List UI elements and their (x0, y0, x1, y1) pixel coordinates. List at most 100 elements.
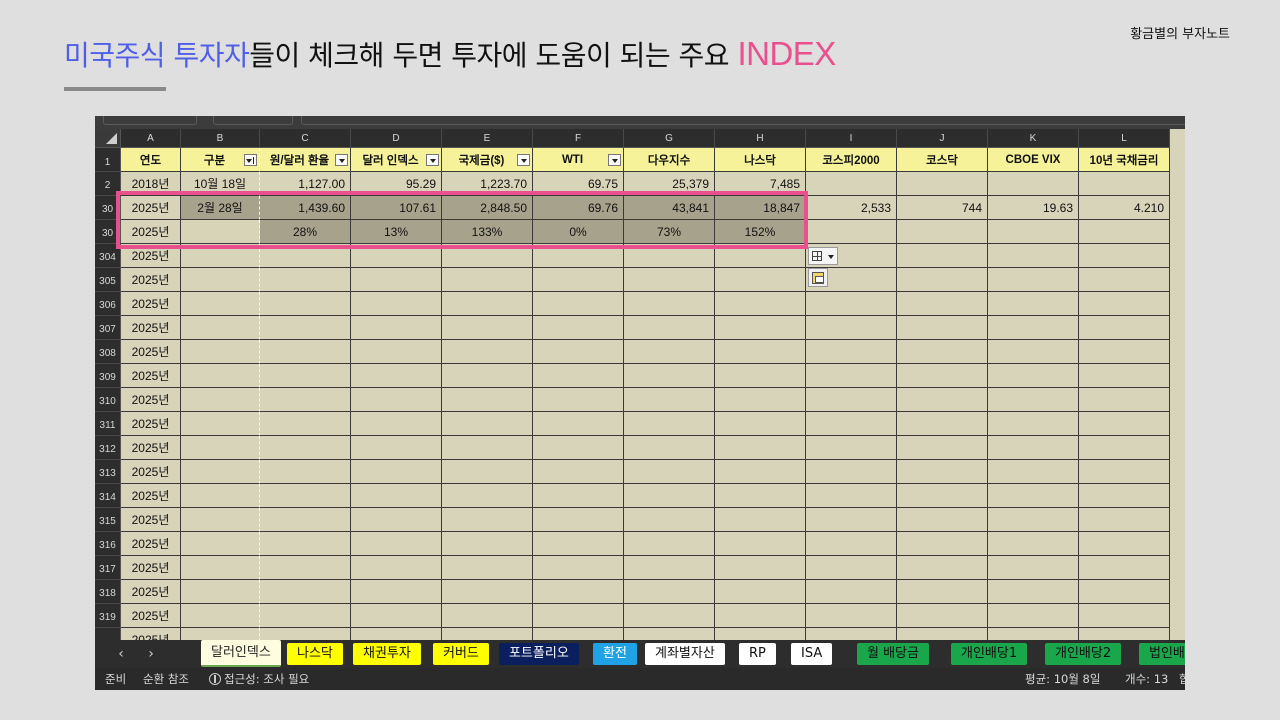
table-cell[interactable] (806, 220, 897, 244)
table-cell[interactable]: 2025년 (121, 556, 181, 580)
table-cell[interactable]: 152% (715, 220, 806, 244)
table-cell[interactable]: 2025년 (121, 604, 181, 628)
table-cell[interactable] (806, 364, 897, 388)
table-cell[interactable] (988, 316, 1079, 340)
table-cell[interactable] (1079, 556, 1170, 580)
table-cell[interactable] (351, 340, 442, 364)
table-cell[interactable] (260, 556, 351, 580)
table-cell[interactable] (897, 292, 988, 316)
filter-dropdown-icon[interactable] (244, 154, 257, 166)
table-cell[interactable] (351, 436, 442, 460)
status-circular[interactable]: 순환 참조 (143, 672, 189, 686)
table-cell[interactable] (897, 388, 988, 412)
column-header-l[interactable]: L (1079, 129, 1170, 148)
table-cell[interactable] (1079, 268, 1170, 292)
table-cell[interactable] (533, 268, 624, 292)
table-cell[interactable] (897, 484, 988, 508)
table-cell[interactable] (624, 316, 715, 340)
table-cell[interactable] (624, 388, 715, 412)
table-cell[interactable] (351, 412, 442, 436)
table-cell[interactable] (806, 556, 897, 580)
table-cell[interactable]: 2025년 (121, 412, 181, 436)
column-header-f[interactable]: F (533, 129, 624, 148)
row-header[interactable]: 312 (95, 436, 121, 460)
table-cell[interactable] (988, 460, 1079, 484)
table-cell[interactable] (624, 412, 715, 436)
row-header[interactable]: 313 (95, 460, 121, 484)
table-cell[interactable] (260, 244, 351, 268)
table-cell[interactable] (533, 292, 624, 316)
sheet-tab[interactable]: ISA (791, 643, 833, 665)
table-cell[interactable] (351, 316, 442, 340)
table-cell[interactable] (806, 460, 897, 484)
table-cell[interactable] (442, 268, 533, 292)
table-cell[interactable] (442, 364, 533, 388)
table-cell[interactable] (1079, 316, 1170, 340)
table-cell[interactable] (442, 508, 533, 532)
table-cell[interactable] (988, 580, 1079, 604)
table-cell[interactable] (351, 268, 442, 292)
table-cell[interactable] (988, 484, 1079, 508)
table-cell[interactable] (351, 364, 442, 388)
row-header[interactable]: 310 (95, 388, 121, 412)
table-cell[interactable] (715, 340, 806, 364)
table-cell[interactable]: 2018년 (121, 172, 181, 196)
table-cell[interactable] (1079, 580, 1170, 604)
sheet-tab[interactable]: RP (739, 643, 776, 665)
paste-options-icon[interactable] (808, 247, 838, 265)
table-cell[interactable] (260, 436, 351, 460)
row-header[interactable]: 306 (95, 292, 121, 316)
row-header[interactable]: 308 (95, 340, 121, 364)
table-cell[interactable] (1079, 172, 1170, 196)
row-header[interactable]: 319 (95, 604, 121, 628)
table-cell[interactable] (806, 604, 897, 628)
table-cell[interactable] (442, 244, 533, 268)
column-header-a[interactable]: A (121, 129, 181, 148)
table-cell[interactable]: 2025년 (121, 436, 181, 460)
table-cell[interactable] (351, 244, 442, 268)
status-sum[interactable]: 합 (1179, 672, 1185, 686)
table-cell[interactable]: 1,127.00 (260, 172, 351, 196)
table-cell[interactable] (624, 244, 715, 268)
table-cell[interactable] (1079, 244, 1170, 268)
table-cell[interactable]: 73% (624, 220, 715, 244)
table-cell[interactable] (442, 580, 533, 604)
table-cell[interactable] (624, 580, 715, 604)
column-header-g[interactable]: G (624, 129, 715, 148)
table-cell[interactable] (533, 532, 624, 556)
table-cell[interactable]: 28% (260, 220, 351, 244)
status-average[interactable]: 평균: 10월 8일 (1025, 672, 1101, 686)
sheet-tab[interactable]: 법인배당 (1139, 643, 1185, 665)
table-cell[interactable] (1079, 412, 1170, 436)
table-cell[interactable]: 69.75 (533, 172, 624, 196)
table-cell[interactable] (715, 556, 806, 580)
table-cell[interactable] (715, 316, 806, 340)
table-cell[interactable] (181, 388, 260, 412)
table-cell[interactable] (988, 268, 1079, 292)
table-cell[interactable] (260, 268, 351, 292)
filter-dropdown-icon[interactable] (608, 154, 621, 166)
table-cell[interactable] (897, 220, 988, 244)
table-cell[interactable] (260, 340, 351, 364)
table-cell[interactable] (624, 364, 715, 388)
table-cell[interactable]: 2025년 (121, 292, 181, 316)
table-cell[interactable]: 25,379 (624, 172, 715, 196)
table-cell[interactable] (181, 604, 260, 628)
table-cell[interactable] (533, 604, 624, 628)
column-header-d[interactable]: D (351, 129, 442, 148)
row-header[interactable]: 307 (95, 316, 121, 340)
table-cell[interactable] (715, 436, 806, 460)
table-cell[interactable]: 2025년 (121, 220, 181, 244)
table-cell[interactable] (351, 532, 442, 556)
tab-prev-icon[interactable]: ‹ (118, 646, 124, 662)
table-cell[interactable] (181, 220, 260, 244)
table-cell[interactable] (897, 508, 988, 532)
table-cell[interactable]: 2025년 (121, 508, 181, 532)
header-cell[interactable]: 10년 국채금리 (1079, 148, 1170, 172)
row-header[interactable]: 315 (95, 508, 121, 532)
table-cell[interactable] (806, 292, 897, 316)
table-cell[interactable] (533, 388, 624, 412)
row-header[interactable]: 1 (95, 148, 121, 172)
table-cell[interactable]: 2025년 (121, 388, 181, 412)
table-cell[interactable] (181, 580, 260, 604)
